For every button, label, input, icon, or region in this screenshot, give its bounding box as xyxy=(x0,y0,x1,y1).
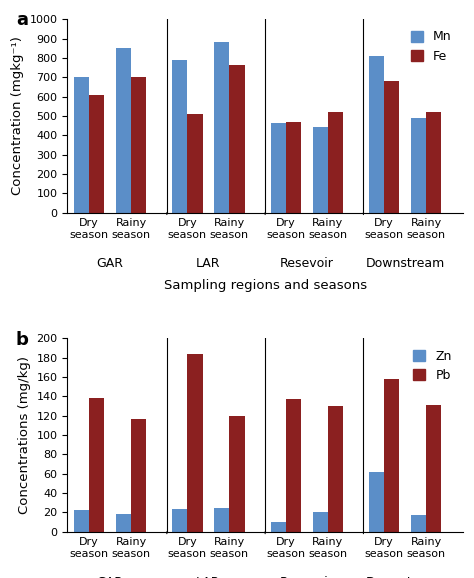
Y-axis label: Concentration (mgkg⁻¹): Concentration (mgkg⁻¹) xyxy=(11,36,24,195)
Text: b: b xyxy=(16,331,29,349)
Bar xyxy=(313,513,328,532)
Y-axis label: Concentrations (mg/kg): Concentrations (mg/kg) xyxy=(18,356,31,514)
Bar xyxy=(384,81,399,213)
Bar xyxy=(426,113,441,213)
Text: LAR: LAR xyxy=(196,257,221,270)
Bar xyxy=(172,509,187,532)
Legend: Mn, Fe: Mn, Fe xyxy=(406,25,456,68)
Bar xyxy=(214,507,229,532)
Bar xyxy=(187,354,202,532)
Text: Downstream: Downstream xyxy=(365,576,445,578)
Bar xyxy=(74,77,89,213)
Bar xyxy=(116,48,131,213)
Bar xyxy=(131,418,146,532)
Bar xyxy=(116,514,131,532)
Bar xyxy=(214,42,229,213)
Bar xyxy=(328,406,343,532)
Bar xyxy=(271,522,286,532)
X-axis label: Sampling regions and seasons: Sampling regions and seasons xyxy=(164,279,367,292)
Text: Resevoir: Resevoir xyxy=(280,257,334,270)
Bar xyxy=(411,118,426,213)
Bar xyxy=(286,399,301,532)
Bar xyxy=(74,510,89,532)
Text: a: a xyxy=(16,12,28,29)
Bar xyxy=(328,113,343,213)
Text: LAR: LAR xyxy=(196,576,221,578)
Text: GAR: GAR xyxy=(97,257,124,270)
Bar xyxy=(172,60,187,213)
Text: Resevoir: Resevoir xyxy=(280,576,334,578)
Bar xyxy=(89,95,104,213)
Legend: Zn, Pb: Zn, Pb xyxy=(408,344,456,387)
Bar xyxy=(369,472,384,532)
Text: Downstream: Downstream xyxy=(365,257,445,270)
Bar xyxy=(229,65,245,213)
Bar xyxy=(426,405,441,532)
Bar xyxy=(187,114,202,213)
Bar xyxy=(271,123,286,213)
Bar xyxy=(131,77,146,213)
Bar xyxy=(369,56,384,213)
Text: GAR: GAR xyxy=(97,576,124,578)
Bar xyxy=(286,122,301,213)
Bar xyxy=(229,416,245,532)
Bar xyxy=(313,127,328,213)
Bar xyxy=(411,516,426,532)
Bar xyxy=(384,379,399,532)
Bar xyxy=(89,398,104,532)
